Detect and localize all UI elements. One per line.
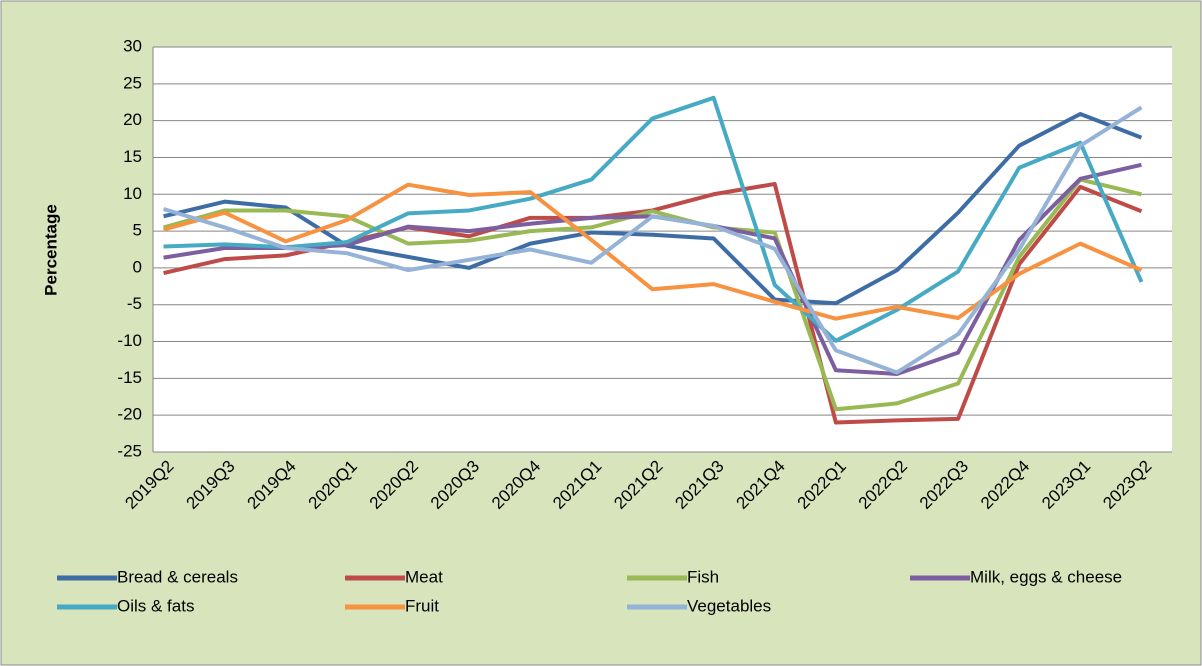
y-tick-label: 15 [123,147,142,166]
y-tick-label: -10 [117,331,142,350]
y-tick-label: 5 [133,221,142,240]
legend-label: Milk, eggs & cheese [970,567,1122,586]
series-line [163,112,1143,306]
y-tick-label: 30 [123,36,142,55]
legend-label: Vegetables [687,596,771,615]
y-tick-label: -5 [127,294,142,313]
y-tick-label: -20 [117,405,142,424]
y-tick-label: 20 [123,110,142,129]
series-line [162,105,1143,375]
y-tick-label: -25 [117,441,142,460]
legend-label: Oils & fats [117,596,194,615]
series-line [163,95,1144,343]
legend-label: Meat [405,567,443,586]
legend-label: Bread & cereals [117,567,238,586]
legend-label: Fish [687,567,719,586]
series-line [163,177,1142,412]
legend-label: Fruit [405,596,439,615]
y-tick-label: 10 [123,184,142,203]
y-tick-label: -15 [117,368,142,387]
y-axis-title: Percentage [41,204,60,296]
y-tick-label: 0 [133,257,142,276]
y-tick-label: 25 [123,73,142,92]
